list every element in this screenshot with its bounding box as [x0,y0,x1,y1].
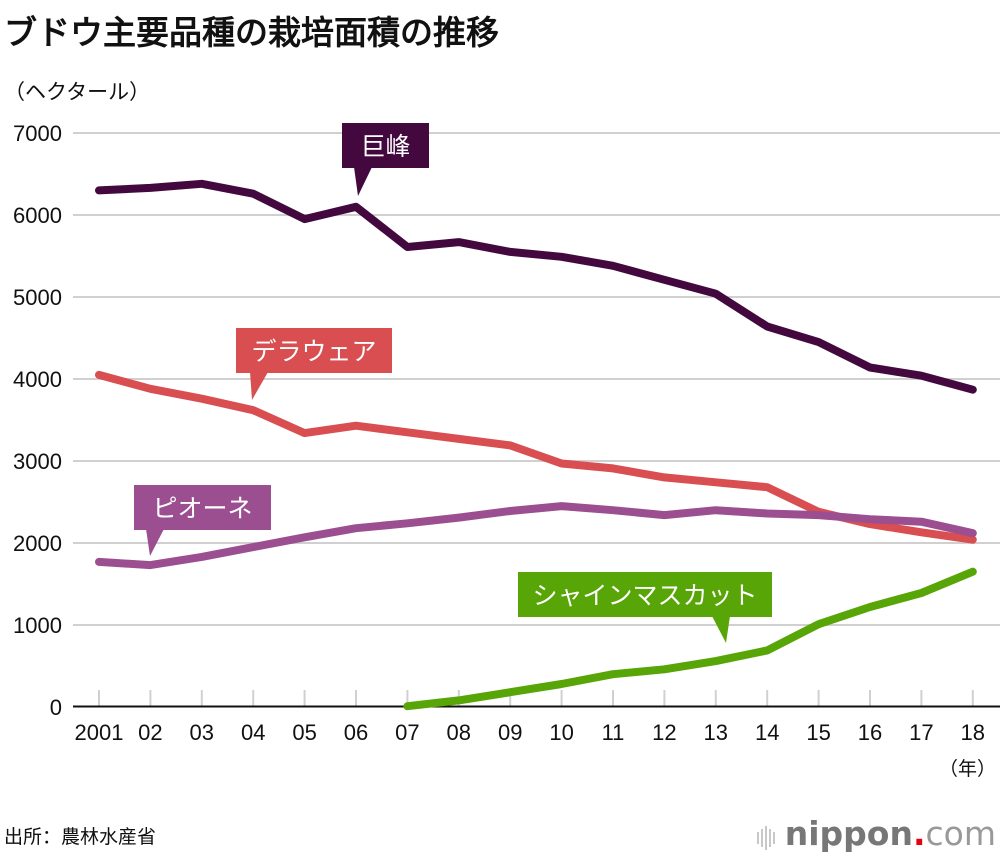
x-tick-label: 13 [704,720,728,745]
y-tick-label: 4000 [13,367,62,392]
grid-lines [73,132,1000,626]
y-axis-ticks: 0 1000 2000 3000 4000 5000 6000 7000 [13,121,62,720]
y-tick-label: 7000 [13,121,62,146]
callout-box [134,485,271,530]
x-axis: 2001 02 03 04 05 06 07 08 09 10 11 12 13 14 15 16 17 18 （年… [73,690,1000,780]
callout-pointer [354,167,372,196]
callout-box [518,572,772,617]
y-tick-label: 1000 [13,613,62,638]
x-tick-label: 11 [602,720,625,745]
chart-title: ブドウ主要品種の栽培面積の推移 [4,13,499,52]
callout-pointer [250,372,268,400]
x-tick-label: 16 [858,720,882,745]
logo-dot: . [912,814,926,853]
x-tick-label: 12 [652,720,676,745]
line-chart: 0 1000 2000 3000 4000 5000 6000 7000 2001 02 03 04… [13,121,1000,780]
x-tick-label: 14 [755,720,779,745]
source-note: 出所：農林水産省 [4,826,157,848]
x-tick-label: 02 [138,720,162,745]
x-tick-label: 06 [344,720,368,745]
x-tick-label: 17 [909,720,933,745]
series-label: 巨峰 [360,132,410,161]
x-tick-label: 05 [292,720,316,745]
callout-box [342,123,429,168]
y-tick-label: 3000 [13,449,62,474]
y-tick-label: 0 [50,695,62,720]
callout-box [236,328,392,373]
series-callout: デラウェア [236,328,392,400]
series-callout: ピオーネ [134,485,271,556]
series-lines [95,179,977,711]
y-tick-label: 2000 [13,531,62,556]
x-tick-label: 09 [498,720,522,745]
x-tick-label: 2001 [75,720,124,745]
x-tick-label: 10 [549,720,573,745]
callout-pointer [712,616,730,643]
series-line [403,567,977,711]
logo-name: nippon [784,814,913,853]
logo-suffix: com [925,814,996,853]
y-tick-label: 5000 [13,285,62,310]
series-label: ピオーネ [152,494,252,523]
x-axis-unit-label: （年） [939,758,996,780]
logo-bars-icon [756,816,777,855]
y-tick-label: 6000 [13,203,62,228]
callout-pointer [146,529,164,556]
series-line [95,502,977,570]
series-callout: 巨峰 [342,123,429,196]
x-tick-label: 18 [961,720,985,745]
x-tick-label: 15 [806,720,830,745]
x-tick-label: 07 [395,720,419,745]
x-tick-label: 03 [190,720,214,745]
series-label: シャインマスカット [532,581,757,610]
series-line [95,179,977,394]
x-tick-label: 04 [241,720,265,745]
y-axis-unit-label: （ヘクタール） [4,80,151,104]
series-callout: シャインマスカット [518,572,772,643]
series-label: デラウェア [251,337,376,366]
nippon-com-logo: nippon.com [756,814,996,855]
x-tick-label: 08 [447,720,471,745]
